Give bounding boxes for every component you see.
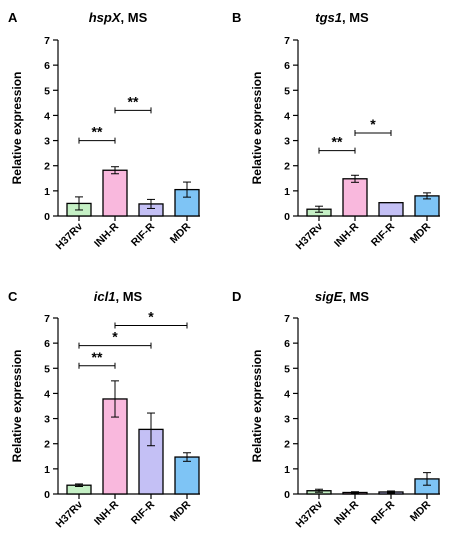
sig-label: * [370, 116, 376, 132]
sig-label: * [148, 309, 154, 325]
title-suffix: , MS [115, 289, 142, 304]
y-tick-label: 5 [284, 363, 290, 375]
x-tick-label: RIF-R [129, 220, 158, 249]
y-tick-label: 6 [44, 338, 50, 350]
panel-letter: B [232, 10, 241, 25]
y-tick-label: 1 [44, 186, 50, 198]
chart-title: sigE, MS [315, 289, 370, 304]
panel-letter: A [8, 10, 18, 25]
y-tick-label: 1 [284, 464, 290, 476]
y-tick-label: 0 [284, 489, 290, 501]
x-tick-label: RIF-R [369, 220, 398, 249]
y-tick-label: 4 [284, 110, 290, 122]
y-tick-label: 3 [44, 414, 50, 426]
x-tick-label: INH-R [92, 220, 121, 249]
x-tick-label: MDR [408, 498, 434, 524]
sig-label: ** [92, 124, 103, 140]
y-axis-label: Relative expression [250, 350, 264, 463]
y-tick-label: 7 [284, 35, 290, 47]
y-tick-label: 0 [284, 211, 290, 223]
y-axis-label: Relative expression [10, 350, 24, 463]
bar-rif-r [378, 202, 404, 217]
x-tick-label: H37Rv [54, 221, 86, 253]
title-gene: hspX [89, 10, 122, 25]
y-tick-label: 6 [284, 338, 290, 350]
y-tick-label: 7 [284, 313, 290, 325]
y-tick-label: 2 [284, 439, 290, 451]
sig-label: * [112, 329, 118, 345]
bar-inh-r [342, 178, 368, 217]
x-tick-label: MDR [168, 498, 194, 524]
y-tick-label: 5 [44, 85, 50, 97]
title-gene: icl1 [94, 289, 116, 304]
y-tick-label: 5 [44, 363, 50, 375]
title-gene: sigE [315, 289, 343, 304]
y-tick-label: 4 [44, 388, 50, 400]
x-tick-label: MDR [168, 220, 194, 246]
y-tick-label: 0 [44, 211, 50, 223]
panel-letter: C [8, 289, 18, 304]
chart-title: icl1, MS [94, 289, 143, 304]
y-tick-label: 2 [44, 161, 50, 173]
y-tick-label: 1 [44, 464, 50, 476]
title-suffix: , MS [342, 10, 369, 25]
sig-label: ** [128, 93, 139, 109]
x-tick-label: INH-R [332, 498, 361, 527]
title-suffix: , MS [342, 289, 369, 304]
x-tick-label: INH-R [92, 498, 121, 527]
panel-letter: D [232, 289, 241, 304]
y-axis-label: Relative expression [10, 72, 24, 185]
y-tick-label: 7 [44, 35, 50, 47]
y-tick-label: 6 [284, 60, 290, 72]
x-tick-label: INH-R [332, 220, 361, 249]
x-tick-label: RIF-R [129, 498, 158, 527]
y-tick-label: 2 [284, 161, 290, 173]
x-tick-label: H37Rv [294, 221, 326, 253]
y-tick-label: 0 [44, 489, 50, 501]
y-tick-label: 2 [44, 439, 50, 451]
x-tick-label: H37Rv [54, 499, 86, 531]
x-tick-label: RIF-R [369, 498, 398, 527]
y-tick-label: 3 [284, 136, 290, 148]
y-tick-label: 5 [284, 85, 290, 97]
title-suffix: , MS [121, 10, 148, 25]
sig-label: ** [332, 134, 343, 150]
bar-mdr [174, 456, 200, 495]
bar-inh-r [102, 169, 128, 217]
chart-title: hspX, MS [89, 10, 148, 25]
y-tick-label: 4 [284, 388, 290, 400]
title-gene: tgs1 [315, 10, 342, 25]
x-tick-label: MDR [408, 220, 434, 246]
y-tick-label: 3 [44, 136, 50, 148]
y-axis-label: Relative expression [250, 72, 264, 185]
sig-label: ** [92, 349, 103, 365]
y-tick-label: 6 [44, 60, 50, 72]
chart-title: tgs1, MS [315, 10, 369, 25]
y-tick-label: 1 [284, 186, 290, 198]
y-tick-label: 4 [44, 110, 50, 122]
y-tick-label: 3 [284, 414, 290, 426]
x-tick-label: H37Rv [294, 499, 326, 531]
y-tick-label: 7 [44, 313, 50, 325]
